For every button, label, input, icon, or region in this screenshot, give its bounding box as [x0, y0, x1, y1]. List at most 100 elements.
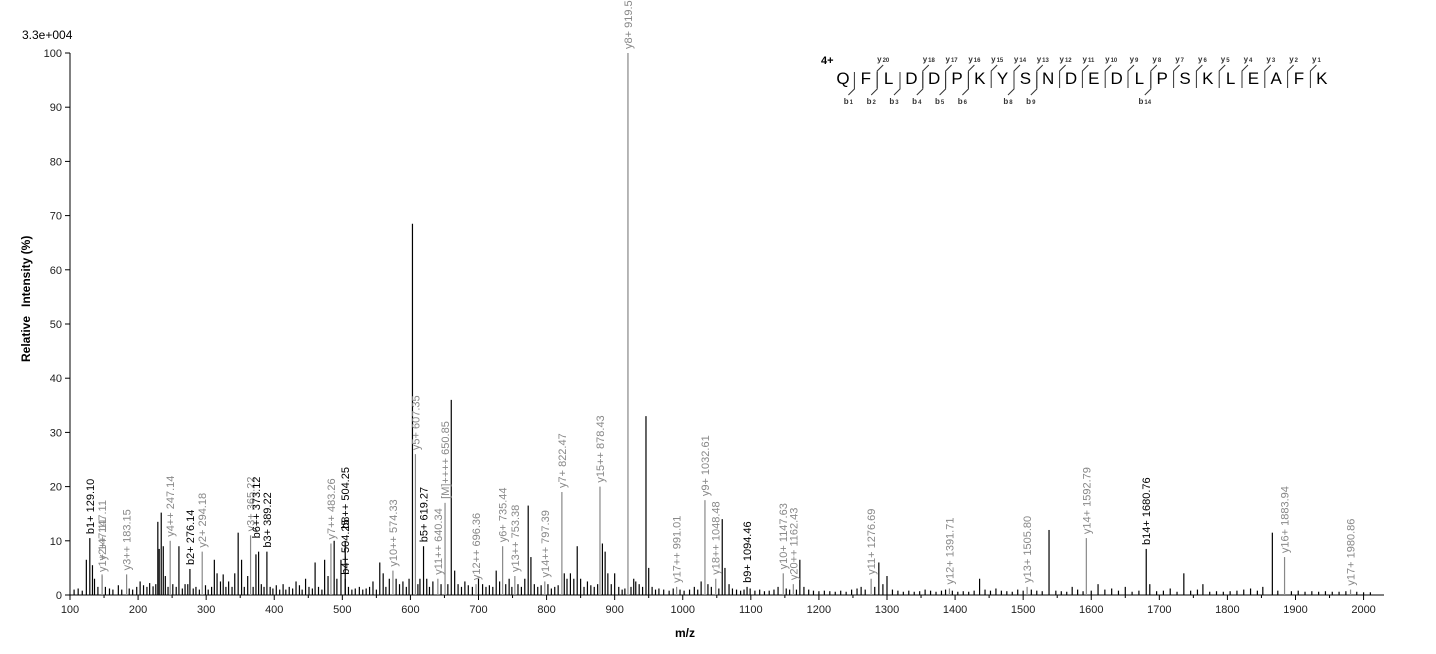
b-ion-marker [1030, 72, 1038, 96]
peak-label: b2+ 276.14 [185, 510, 197, 565]
y-ion-marker [1104, 64, 1112, 88]
peptide-annotation: 4+Q F L D D P K Y S N D E D L P S K L E A F Kb1 b2 b3 b4 b5 b6 b8 b9… [821, 55, 1328, 106]
b-ion-marker [962, 72, 969, 96]
y-ion-label: y5 [1221, 55, 1230, 64]
residue: L [884, 69, 893, 88]
peak-label: b4+ 504.25 [340, 519, 352, 574]
y-tick-label: 90 [50, 102, 62, 114]
residue: Q [836, 69, 849, 88]
y-ion-marker [1081, 64, 1089, 88]
x-tick-label: 500 [333, 604, 351, 616]
b-ion-marker [1144, 72, 1152, 96]
y-axis-title-relative: Relative [19, 316, 33, 362]
peak-label: y17+ 1980.86 [1346, 519, 1358, 586]
y-ion-label: y10 [1105, 55, 1118, 64]
x-tick-label: 800 [537, 604, 555, 616]
y-ion-label: y6 [1198, 55, 1207, 64]
y-ion-label: y9 [1130, 55, 1139, 64]
y-tick-label: 70 [50, 211, 62, 223]
axes-layer: 100 200 300 400 500 600 700 800 900 1000 1100 1200 1… [44, 48, 1384, 616]
peak-label: b3+ 389.22 [262, 492, 274, 547]
residue: L [1135, 69, 1144, 88]
y-ion-marker [1287, 64, 1294, 88]
peak-label: y16+ 1883.94 [1280, 486, 1292, 553]
residue: D [1110, 69, 1122, 88]
y-ion-label: y4 [1244, 55, 1253, 64]
b-ion-marker [870, 72, 878, 96]
y-ion-marker [1173, 64, 1180, 88]
b-ion-label: b1 [844, 97, 854, 106]
b-ion-label: b5 [935, 97, 945, 106]
peak-label: y15++ 878.43 [595, 415, 607, 482]
b-ion-label: b4 [912, 97, 922, 106]
residue: N [1042, 69, 1054, 88]
residue: K [1316, 69, 1328, 88]
x-tick-label: 1200 [807, 604, 831, 616]
y-ion-label: y14 [1014, 55, 1027, 64]
peak-label: y12+ 1391.71 [944, 518, 956, 585]
peak-label: y11+ 1276.69 [866, 509, 878, 575]
y-ion-marker [1195, 64, 1203, 88]
y-tick-label: 40 [50, 373, 62, 385]
peak-label: y10+ 1147.63 [778, 503, 790, 569]
residue: L [1226, 69, 1235, 88]
peak-label: b9+ 1094.46 [742, 521, 754, 582]
b-ion-label: b9 [1026, 97, 1036, 106]
residue: A [1271, 69, 1283, 88]
peak-label: y5+ 607.35 [410, 395, 422, 450]
residue: F [861, 69, 871, 88]
y-ion-marker [1309, 64, 1317, 88]
x-tick-label: 1000 [671, 604, 695, 616]
y-tick-label: 20 [50, 482, 62, 494]
y-ion-label: y18 [923, 55, 936, 64]
y-tick-label: 50 [50, 319, 62, 331]
peak-label: y11++ 640.34 [433, 508, 445, 574]
peak-label: y3++ 183.15 [122, 509, 134, 570]
x-tick-label: 1700 [1147, 604, 1171, 616]
peak-label: b6++ 373.12 [251, 477, 263, 539]
peak-label: y7++ 483.26 [326, 478, 338, 539]
residue: P [951, 69, 962, 88]
y-ion-label: y15 [991, 55, 1004, 64]
y-ion-marker [1241, 64, 1249, 88]
y-ion-label: y16 [968, 55, 981, 64]
peak-label: [M]++++ 650.85 [440, 421, 452, 499]
y-ion-marker [1127, 64, 1135, 88]
y-ion-marker [967, 64, 975, 88]
b-ion-label: b6 [958, 97, 968, 106]
y-tick-label: 0 [56, 590, 62, 602]
peak-label: y17++ 991.01 [672, 516, 684, 583]
peak-label: y20++ 1162.43 [788, 508, 800, 581]
x-tick-label: 300 [197, 604, 215, 616]
peak-label: b5+ 619.27 [419, 487, 431, 542]
residue: K [1202, 69, 1214, 88]
y-tick-label: 60 [50, 265, 62, 277]
y-tick-label: 10 [50, 536, 62, 548]
y-ion-label: y7 [1175, 55, 1184, 64]
x-tick-label: 200 [129, 604, 147, 616]
residue: F [1294, 69, 1304, 88]
b-ion-label: b3 [889, 97, 899, 106]
x-tick-label: 1100 [739, 604, 763, 616]
x-tick-label: 400 [265, 604, 283, 616]
peak-label: y12++ 696.36 [471, 513, 483, 580]
y-ion-label: y17 [946, 55, 959, 64]
y-ion-label: y20 [877, 55, 890, 64]
y-tick-label: 80 [50, 156, 62, 168]
peak-label: b1+ 129.10 [85, 479, 97, 534]
peak-label: y14+ 1592.79 [1081, 467, 1093, 534]
peak-label: y2++ 147.11 [97, 500, 109, 560]
y-ion-marker [990, 64, 998, 88]
y-ion-marker [876, 64, 884, 88]
x-tick-label: 100 [61, 604, 79, 616]
y-axis-title-intensity: Intensity (%) [19, 236, 33, 307]
x-tick-label: 700 [469, 604, 487, 616]
residue: S [1020, 69, 1031, 88]
intensity-scale-label: 3.3e+004 [22, 28, 73, 42]
residue: E [1088, 69, 1099, 88]
y-ion-label: y1 [1312, 55, 1321, 64]
b-ion-marker [916, 72, 924, 96]
y-ion-label: y3 [1266, 55, 1275, 64]
peak-label: y13+ 1505.80 [1022, 516, 1034, 583]
